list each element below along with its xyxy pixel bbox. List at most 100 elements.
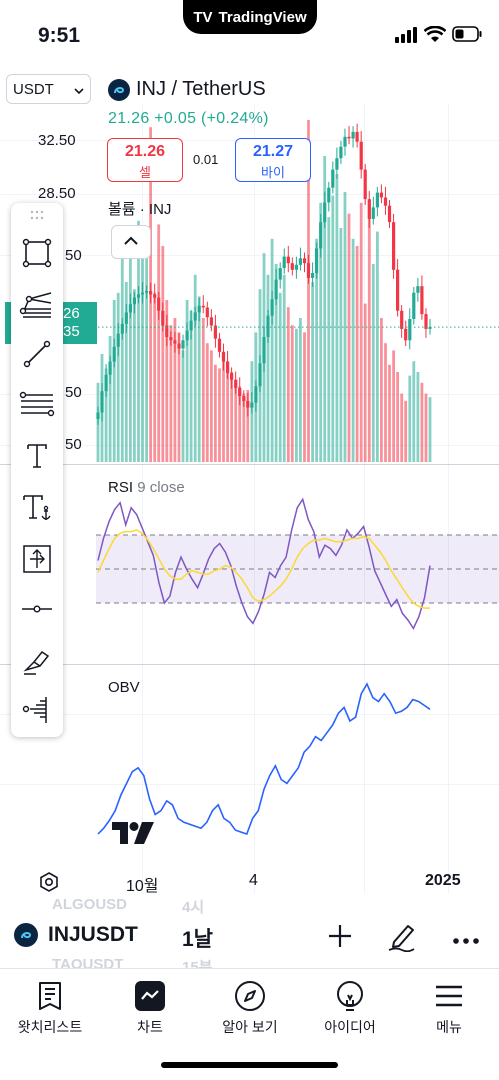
ghost-symbol: ALGOUSD xyxy=(52,896,127,913)
chart-area[interactable]: 32.50 28.50 50 50 50 50 26 35 USDT INJ /… xyxy=(0,64,499,908)
candle-body xyxy=(234,379,238,388)
candle-body xyxy=(140,292,145,295)
volume-bar xyxy=(384,343,387,462)
pane-separator[interactable] xyxy=(0,464,499,465)
nav-ideas[interactable]: 아이디어 xyxy=(300,979,400,1037)
volume-bar xyxy=(424,393,428,462)
obv-legend[interactable]: OBV xyxy=(108,679,140,696)
symbol-header[interactable]: INJ / TetherUS xyxy=(108,78,266,101)
nav-chart[interactable]: 차트 xyxy=(100,979,200,1037)
anchored-text-tool-icon[interactable] xyxy=(11,485,63,529)
candle-body xyxy=(201,305,205,308)
candle-body xyxy=(339,146,343,159)
volume-bar xyxy=(116,292,120,462)
candle-body xyxy=(379,192,383,198)
candle-body xyxy=(351,131,355,139)
candle-body xyxy=(319,222,323,249)
text-tool-icon[interactable] xyxy=(11,434,63,478)
grid-line xyxy=(0,394,499,395)
volume-bar xyxy=(311,282,314,462)
candle-body xyxy=(246,401,250,408)
volume-bar xyxy=(173,318,177,462)
x-axis-label: 2025 xyxy=(425,872,461,889)
candle-body xyxy=(149,291,153,295)
volume-bar xyxy=(214,364,217,462)
candle-body xyxy=(112,346,116,362)
volume-bar xyxy=(161,246,165,462)
measure-tool-icon[interactable] xyxy=(11,536,63,580)
volume-bar xyxy=(153,292,157,462)
tradingview-logo-icon: TV xyxy=(193,8,213,26)
candle-body xyxy=(153,294,157,298)
signal-icon xyxy=(395,27,417,43)
candle-body xyxy=(371,207,375,219)
injective-logo-icon xyxy=(14,923,38,947)
candle-body xyxy=(298,258,302,265)
candle-body xyxy=(157,297,161,311)
buy-button[interactable]: 21.27 바이 xyxy=(235,138,311,182)
nav-explore[interactable]: 알아 보기 xyxy=(200,979,300,1037)
candle-body xyxy=(400,310,404,329)
candle-body xyxy=(193,312,197,321)
chart-settings-icon[interactable] xyxy=(38,871,60,898)
candle-body xyxy=(392,222,396,270)
volume-bar xyxy=(380,318,383,462)
candle-body xyxy=(327,187,331,203)
symbol-button[interactable]: INJUSDT xyxy=(48,923,138,946)
nav-label: 메뉴 xyxy=(436,1019,462,1035)
fib-retracement-tool-icon[interactable] xyxy=(11,383,63,427)
trend-line-tool-icon[interactable] xyxy=(11,332,63,376)
battery-icon xyxy=(452,26,482,47)
candle-body xyxy=(294,264,298,270)
grid-line xyxy=(0,784,499,785)
interval-button[interactable]: 1날 xyxy=(182,928,213,951)
pen-draw-icon[interactable] xyxy=(386,920,418,957)
nav-menu[interactable]: 메뉴 xyxy=(399,979,499,1037)
x-axis-label: 4 xyxy=(249,872,258,889)
brush-tool-icon[interactable] xyxy=(11,638,63,682)
rsi-legend[interactable]: RSI 9 close xyxy=(108,479,185,496)
candle-body xyxy=(104,374,108,392)
volume-bar xyxy=(416,372,420,462)
candle-body xyxy=(100,391,104,413)
volume-bar xyxy=(286,307,290,462)
candle-body xyxy=(181,340,185,349)
candle-body xyxy=(347,136,351,139)
grid-line xyxy=(0,194,499,195)
rsi-name: RSI xyxy=(108,479,134,496)
pane-separator[interactable] xyxy=(0,664,499,665)
chevron-down-icon xyxy=(74,81,84,98)
bottom-nav: 왓치리스트 차트 알아 보기 아이디어 메뉴 xyxy=(0,968,499,1080)
candle-body xyxy=(209,317,213,326)
volume-bar xyxy=(145,238,148,462)
pitchfork-tool-icon[interactable] xyxy=(11,281,63,325)
toolbar-drag-handle-icon[interactable] xyxy=(11,203,63,227)
add-icon[interactable] xyxy=(326,922,354,955)
candle-body xyxy=(197,305,201,313)
rectangle-tool-icon[interactable] xyxy=(11,231,63,275)
candle-body xyxy=(408,319,412,341)
currency-select[interactable]: USDT xyxy=(6,74,91,104)
volume-bar xyxy=(169,325,173,462)
candle-body xyxy=(205,307,209,318)
sell-button[interactable]: 21.26 셀 xyxy=(107,138,183,182)
volume-bar xyxy=(185,300,189,462)
chevron-up-icon xyxy=(123,233,139,251)
candle-body xyxy=(383,197,388,206)
candle-body xyxy=(367,199,371,219)
volume-bar xyxy=(323,156,327,462)
horizontal-line-tool-icon[interactable] xyxy=(11,587,63,631)
grid-line xyxy=(0,445,499,446)
sell-price: 21.26 xyxy=(124,143,166,160)
injective-logo-icon xyxy=(108,78,130,101)
nav-watchlist[interactable]: 왓치리스트 xyxy=(0,979,100,1037)
price-tag-countdown: 35 xyxy=(63,323,80,340)
candle-body xyxy=(169,337,173,341)
rsi-line xyxy=(97,497,431,631)
volume-bar xyxy=(307,120,310,462)
volume-profile-tool-icon[interactable] xyxy=(11,687,63,731)
more-options-icon[interactable] xyxy=(452,932,480,950)
collapse-legend-button[interactable] xyxy=(111,225,151,259)
nav-label: 알아 보기 xyxy=(222,1019,278,1035)
volume-bar xyxy=(133,289,136,462)
